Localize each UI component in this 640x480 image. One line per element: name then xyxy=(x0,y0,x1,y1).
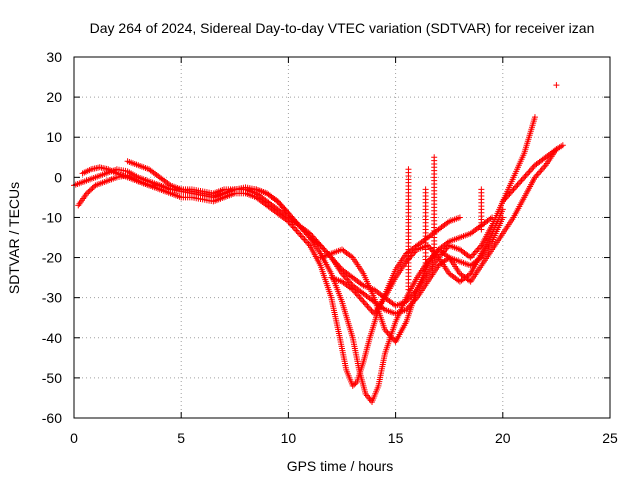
data-point xyxy=(553,82,560,89)
data-point xyxy=(405,286,412,293)
data-point xyxy=(83,190,90,197)
axis-ticks: 0 5 10 15 20 25 -60 -50 -40 -30 -20 -10 0 10 20 30 xyxy=(42,49,618,446)
y-tick-label: -40 xyxy=(42,330,62,346)
y-tick-label: -20 xyxy=(42,250,62,266)
data-point xyxy=(456,214,463,221)
chart-title: Day 264 of 2024, Sidereal Day-to-day VTE… xyxy=(90,20,595,36)
y-tick-label: 30 xyxy=(46,49,62,65)
y-tick-label: -30 xyxy=(42,290,62,306)
data-point xyxy=(349,382,356,389)
plot-frame xyxy=(73,56,611,419)
y-tick-label: -10 xyxy=(42,209,62,225)
series-spikes xyxy=(405,154,485,293)
data-point xyxy=(86,187,93,194)
data-point xyxy=(88,186,95,193)
x-tick-label: 0 xyxy=(70,430,78,446)
y-tick-label: -50 xyxy=(42,370,62,386)
x-tick-label: 10 xyxy=(281,430,297,446)
x-tick-label: 5 xyxy=(177,430,185,446)
data-point xyxy=(431,254,438,261)
data-point xyxy=(559,142,566,149)
data-point xyxy=(422,266,429,273)
y-tick-label: 20 xyxy=(46,89,62,105)
series-track-7 xyxy=(499,142,566,205)
series-track-6 xyxy=(328,206,506,317)
data-point xyxy=(499,206,506,213)
y-tick-label: -60 xyxy=(42,410,62,426)
data-point xyxy=(352,380,359,387)
data-point xyxy=(91,183,98,190)
x-axis-label: GPS time / hours xyxy=(287,458,394,474)
y-axis-label: SDTVAR / TECUs xyxy=(6,182,22,294)
y-tick-label: 0 xyxy=(54,169,62,185)
data-point xyxy=(89,185,96,192)
series-outlier xyxy=(553,82,560,89)
x-tick-label: 25 xyxy=(602,430,618,446)
y-tick-label: 10 xyxy=(46,129,62,145)
x-tick-label: 20 xyxy=(495,430,511,446)
x-tick-label: 15 xyxy=(388,430,404,446)
data-point xyxy=(351,381,358,388)
data-point xyxy=(531,114,538,121)
data-point xyxy=(85,189,92,196)
data-point xyxy=(478,226,485,233)
data-points xyxy=(71,82,566,405)
